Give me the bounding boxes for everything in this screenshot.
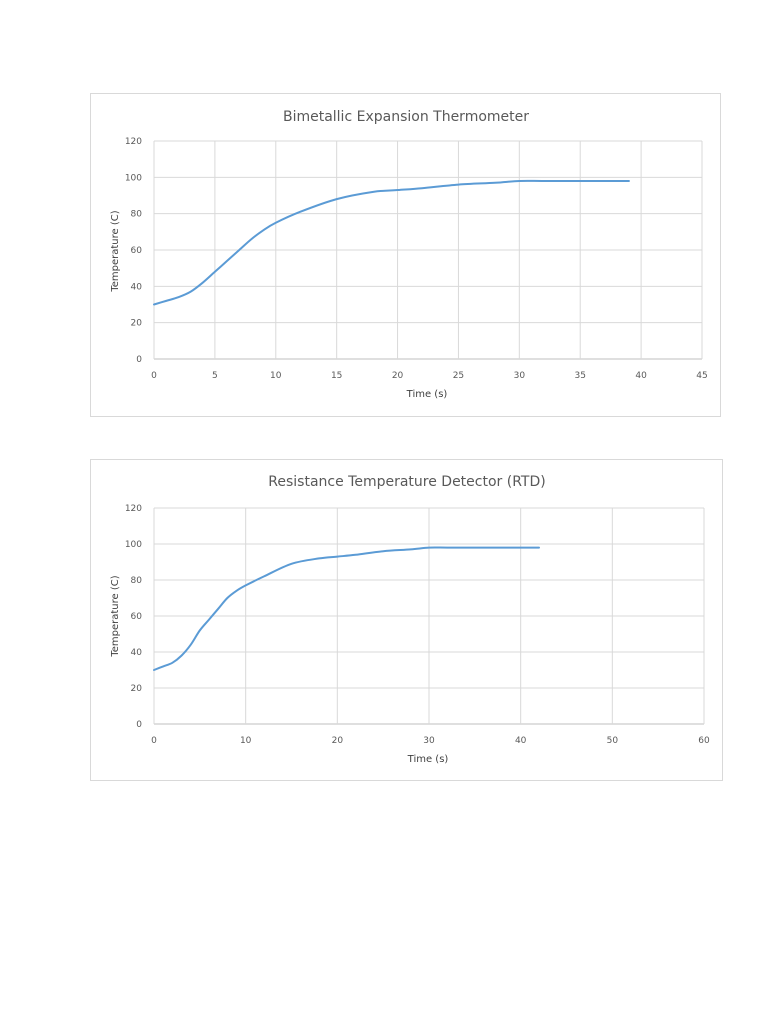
chart-bimetallic-thermometer: Bimetallic Expansion Thermometer 0 20 40 60… (90, 93, 721, 417)
y-tick-label: 100 (125, 540, 142, 550)
y-tick-label: 120 (125, 504, 142, 514)
x-tick-label: 40 (635, 371, 647, 381)
x-axis-title: Time (s) (407, 754, 449, 765)
chart-rtd: Resistance Temperature Detector (RTD) 0 2… (90, 459, 723, 781)
y-tick-label: 0 (136, 355, 142, 365)
x-tick-label: 10 (270, 371, 282, 381)
chart-svg: Resistance Temperature Detector (RTD) 0 2… (110, 474, 710, 765)
y-axis-title: Temperature (C) (110, 210, 121, 292)
chart-title: Bimetallic Expansion Thermometer (283, 109, 529, 125)
x-tick-label: 0 (151, 736, 157, 746)
y-axis-title: Temperature (C) (110, 575, 121, 657)
x-tick-label: 40 (515, 736, 527, 746)
y-tick-label: 80 (131, 576, 143, 586)
chart-svg: Bimetallic Expansion Thermometer 0 20 40 60… (110, 109, 708, 400)
y-tick-label: 20 (131, 319, 143, 329)
x-tick-label: 35 (574, 371, 585, 381)
series-line (153, 546, 540, 671)
x-tick-label: 15 (331, 371, 342, 381)
y-tick-label: 60 (131, 246, 143, 256)
y-tick-label: 60 (131, 612, 143, 622)
series-line (153, 179, 630, 306)
x-tick-label: 5 (212, 371, 218, 381)
y-tick-label: 100 (125, 173, 142, 183)
x-axis-title: Time (s) (406, 389, 448, 400)
x-tick-label: 50 (607, 736, 619, 746)
x-tick-label: 20 (392, 371, 404, 381)
y-tick-label: 40 (131, 282, 143, 292)
x-tick-label: 60 (698, 736, 710, 746)
y-tick-label: 20 (131, 684, 143, 694)
y-tick-label: 80 (131, 210, 143, 220)
x-tick-label: 25 (453, 371, 464, 381)
x-tick-label: 30 (514, 371, 526, 381)
x-tick-label: 45 (696, 371, 707, 381)
x-tick-label: 20 (332, 736, 344, 746)
x-tick-label: 30 (423, 736, 435, 746)
y-tick-label: 0 (136, 720, 142, 730)
x-tick-label: 10 (240, 736, 252, 746)
y-tick-label: 40 (131, 648, 143, 658)
x-tick-label: 0 (151, 371, 157, 381)
chart-title: Resistance Temperature Detector (RTD) (268, 474, 545, 490)
y-tick-label: 120 (125, 137, 142, 147)
